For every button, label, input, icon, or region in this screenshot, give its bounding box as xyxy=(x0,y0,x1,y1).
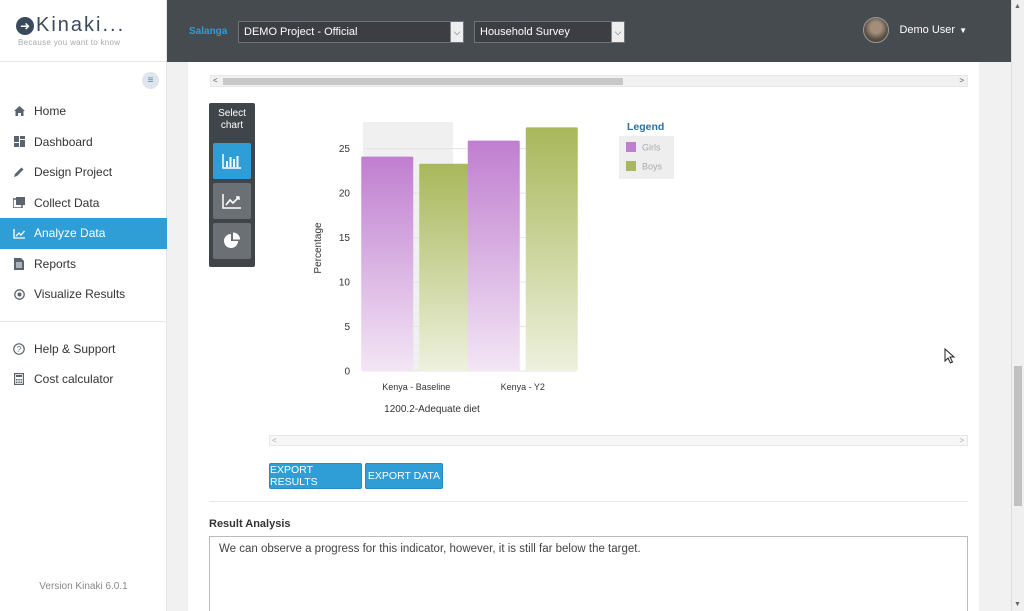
export-data-button[interactable]: EXPORT DATA xyxy=(365,463,443,489)
sidebar-item-label: Visualize Results xyxy=(34,287,126,302)
sidebar: ➜ Kinaki... Because you want to know ≡ H… xyxy=(0,0,167,611)
svg-text:?: ? xyxy=(17,345,22,354)
scroll-down-icon[interactable]: ▼ xyxy=(1014,601,1021,608)
sidebar-item-dashboard[interactable]: Dashboard xyxy=(0,127,167,158)
logo-text: Kinaki... xyxy=(36,14,126,36)
calculator-icon xyxy=(12,373,26,386)
sidebar-item-reports[interactable]: Reports xyxy=(0,249,167,280)
scroll-left-icon[interactable]: < xyxy=(213,76,218,85)
chart-line-icon xyxy=(12,228,26,239)
document-icon xyxy=(12,257,26,270)
survey-select-value: Household Survey xyxy=(480,26,570,38)
scroll-right-icon[interactable]: > xyxy=(959,436,964,445)
user-name: Demo User xyxy=(899,24,956,36)
x-axis-label: 1200.2-Adequate diet xyxy=(384,404,480,415)
legend-label-boys: Boys xyxy=(642,162,663,172)
bar-chart-button[interactable] xyxy=(213,143,251,179)
sidebar-item-collect-data[interactable]: Collect Data xyxy=(0,188,167,219)
sidebar-nav: Home Dashboard Design Project Collect Da… xyxy=(0,96,167,395)
help-icon: ? xyxy=(12,342,26,355)
bar-girls-1[interactable] xyxy=(467,140,520,371)
caret-down-icon: ▼ xyxy=(959,25,967,35)
pencil-icon xyxy=(12,166,26,178)
x-tick-label: Kenya - Baseline xyxy=(382,382,450,392)
y-tick-label: 15 xyxy=(339,233,351,244)
section-divider xyxy=(209,501,968,502)
organization-label: Salanga xyxy=(189,26,228,37)
main-content: < > Select chart xyxy=(167,62,1011,611)
logo-tagline: Because you want to know xyxy=(18,38,121,47)
collect-icon xyxy=(12,197,26,209)
chart-scrollbar-bottom[interactable]: < > xyxy=(269,435,968,446)
target-icon xyxy=(12,288,26,300)
project-select[interactable]: DEMO Project - Official ⌵ xyxy=(238,21,464,43)
avatar xyxy=(863,17,890,43)
sidebar-item-help-support[interactable]: ? Help & Support xyxy=(0,334,167,365)
sidebar-item-visualize-results[interactable]: Visualize Results xyxy=(0,279,167,310)
menu-toggle-icon[interactable]: ≡ xyxy=(142,72,159,89)
chevron-down-icon: ⌵ xyxy=(611,22,624,42)
sidebar-item-design-project[interactable]: Design Project xyxy=(0,157,167,188)
pie-chart-icon xyxy=(224,232,240,248)
line-chart-icon xyxy=(222,194,241,209)
sidebar-item-label: Analyze Data xyxy=(34,226,106,241)
legend-title: Legend xyxy=(627,121,664,133)
scrollbar-thumb[interactable] xyxy=(223,78,623,85)
logo[interactable]: ➜ Kinaki... Because you want to know xyxy=(0,0,166,62)
chart-scrollbar-top[interactable]: < > xyxy=(210,75,968,87)
scrollbar-thumb[interactable] xyxy=(1014,366,1022,506)
legend-label-girls: Girls xyxy=(642,143,661,153)
survey-select[interactable]: Household Survey ⌵ xyxy=(474,21,625,43)
analysis-card: < > Select chart xyxy=(188,62,979,611)
legend: Legend Girls Boys xyxy=(619,121,674,179)
sidebar-item-label: Help & Support xyxy=(34,341,116,356)
y-tick-label: 20 xyxy=(339,189,351,200)
bar-chart: 0 5 10 15 20 25 Kenya - Baseline Kenya - Y2 Per… xyxy=(313,121,674,415)
bar-girls-0[interactable] xyxy=(361,156,414,371)
project-select-value: DEMO Project - Official xyxy=(244,26,358,38)
scroll-right-icon[interactable]: > xyxy=(959,76,964,85)
home-icon xyxy=(12,105,26,117)
x-tick-label: Kenya - Y2 xyxy=(501,382,545,392)
arrow-right-icon: ➜ xyxy=(16,16,34,35)
y-tick-label: 0 xyxy=(344,367,350,378)
result-analysis-title: Result Analysis xyxy=(209,518,291,530)
result-analysis-textarea[interactable]: We can observe a progress for this indic… xyxy=(209,536,968,611)
topbar: Salanga DEMO Project - Official ⌵ Househ… xyxy=(167,0,1011,62)
version-label: Version Kinaki 6.0.1 xyxy=(39,581,128,592)
line-chart-button[interactable] xyxy=(213,183,251,219)
dashboard-icon xyxy=(12,136,26,148)
bar-boys-1[interactable] xyxy=(525,127,578,371)
page-scrollbar[interactable]: ▲ ▼ xyxy=(1011,0,1024,611)
legend-item-girls[interactable]: Girls xyxy=(626,142,661,153)
y-axis-label: Percentage xyxy=(313,222,324,274)
y-tick-label: 10 xyxy=(339,278,351,289)
scroll-up-icon[interactable]: ▲ xyxy=(1014,3,1021,10)
user-menu[interactable]: Demo User ▼ xyxy=(863,17,967,43)
y-tick-label: 25 xyxy=(339,144,351,155)
chevron-down-icon: ⌵ xyxy=(450,22,463,42)
sidebar-item-label: Collect Data xyxy=(34,195,100,210)
select-chart-panel: Select chart xyxy=(209,103,255,267)
sidebar-item-label: Cost calculator xyxy=(34,372,114,387)
sidebar-item-label: Design Project xyxy=(34,165,113,180)
sidebar-item-home[interactable]: Home xyxy=(0,96,167,127)
sidebar-item-cost-calculator[interactable]: Cost calculator xyxy=(0,364,167,395)
bar-chart-icon xyxy=(222,154,241,169)
pie-chart-button[interactable] xyxy=(213,223,251,259)
sidebar-item-analyze-data[interactable]: Analyze Data xyxy=(0,218,167,249)
sidebar-item-label: Dashboard xyxy=(34,134,93,149)
cursor-icon xyxy=(944,348,956,364)
legend-item-boys[interactable]: Boys xyxy=(626,161,663,172)
scroll-left-icon[interactable]: < xyxy=(272,436,277,445)
sidebar-item-label: Reports xyxy=(34,256,77,271)
y-tick-label: 5 xyxy=(344,322,350,333)
export-results-button[interactable]: EXPORT RESULTS xyxy=(269,463,362,489)
sidebar-item-label: Home xyxy=(34,104,67,119)
bar-boys-0[interactable] xyxy=(419,163,472,371)
sidebar-divider xyxy=(0,320,167,322)
select-chart-label: Select chart xyxy=(218,108,246,131)
